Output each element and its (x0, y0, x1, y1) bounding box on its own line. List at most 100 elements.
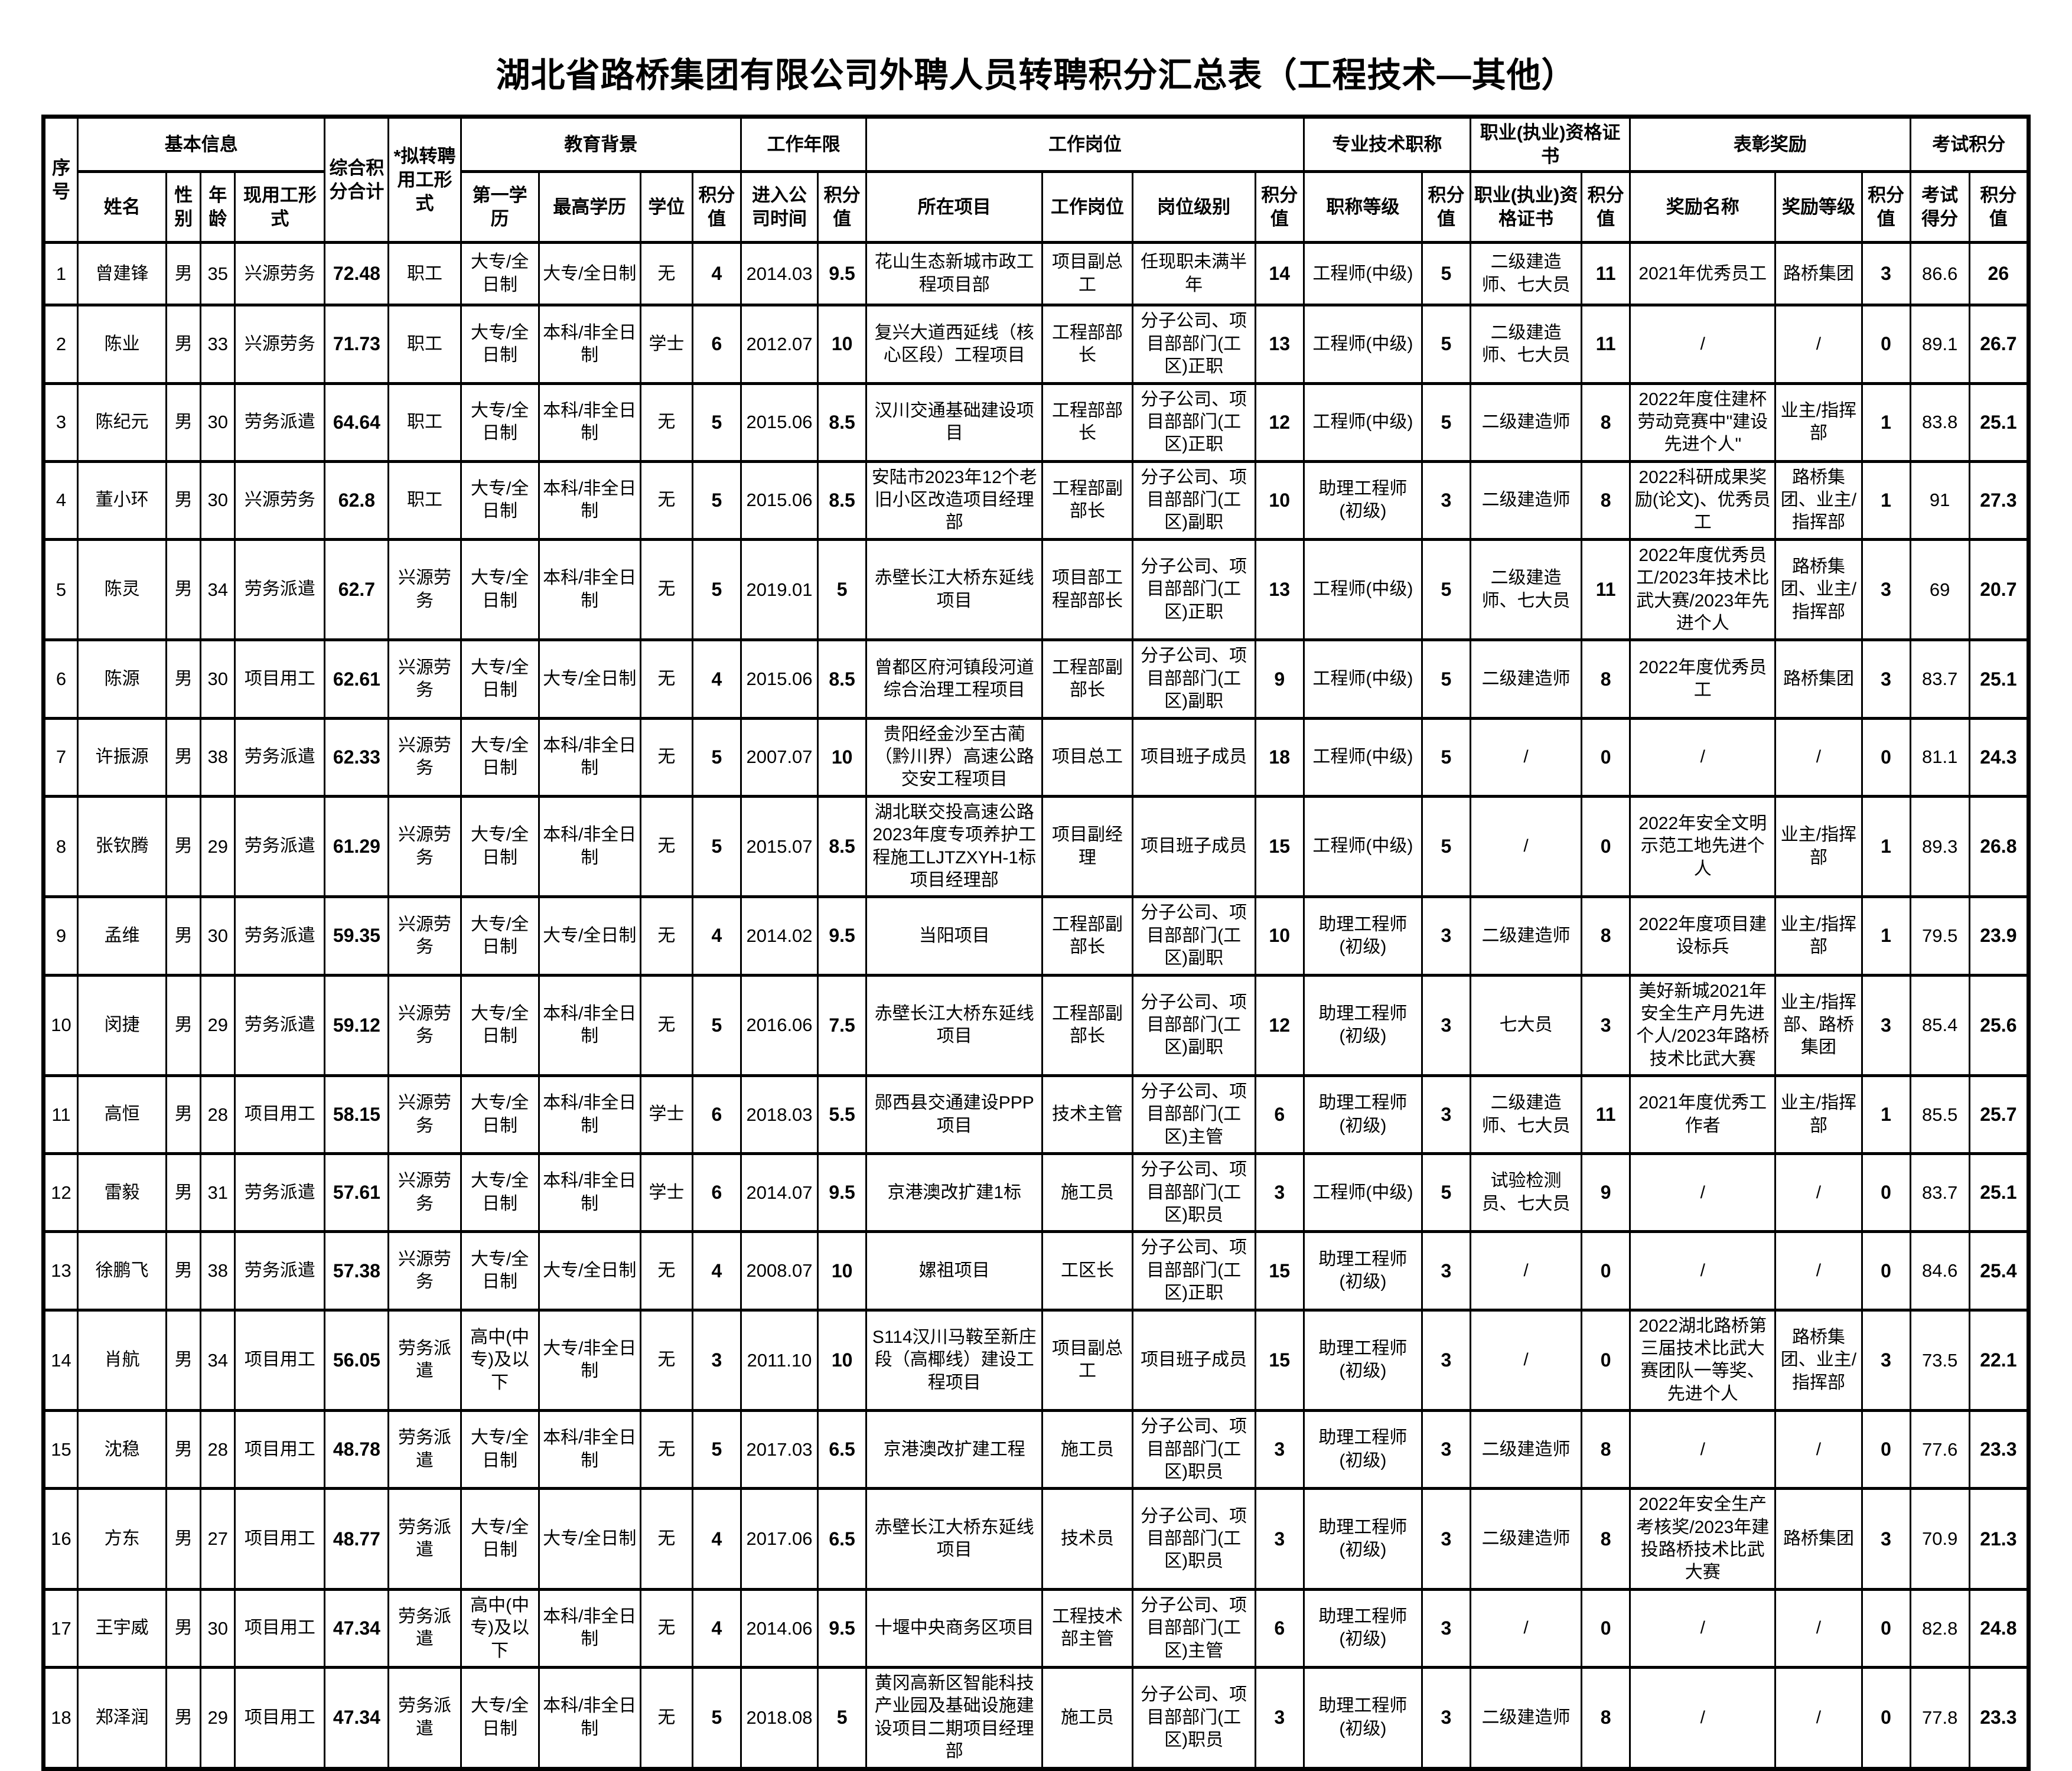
cell-position: 项目副总工 (1041, 1308, 1133, 1413)
cell-academic-degree: 无 (639, 1487, 693, 1591)
cell-edu-score: 4 (691, 241, 742, 307)
cell-tenure-score: 5 (817, 537, 868, 642)
table-row: 1 曾建锋男 35 兴源劳务 72.48 职工 大专/全日制 大专/全日制无 4 2014.03 9… (42, 241, 2030, 307)
cell-edu-score: 4 (691, 1587, 742, 1669)
cell-age: 28 (200, 1074, 236, 1156)
cell-highest-degree: 本科/非全日制 (537, 1409, 641, 1490)
cell-cert-score: 8 (1581, 1666, 1631, 1770)
table-row: 16 方东男 27 项目用工 48.77 劳务派遣 大专/全日制 大专/全日制无 4 2017.0… (42, 1487, 2030, 1591)
cell-exam-score: 89.1 (1909, 304, 1970, 385)
cell-position-score: 13 (1254, 537, 1305, 642)
cell-position-level: 分子公司、项目部部门(工区)副职 (1131, 895, 1256, 977)
cell-join-date: 2011.10 (739, 1308, 819, 1413)
cell-title-score: 3 (1421, 459, 1471, 541)
cell-award-score: 3 (1861, 1487, 1911, 1591)
cell-position: 工区长 (1041, 1230, 1133, 1312)
cell-highest-degree: 大专/全日制 (537, 241, 641, 307)
cell-name: 陈业 (77, 304, 168, 385)
cell-position-level: 分子公司、项目部部门(工区)正职 (1131, 1230, 1256, 1312)
cell-title-level: 助理工程师(初级) (1302, 1666, 1423, 1770)
cell-award-name: 美好新城2021年安全生产月先进个人/2023年路桥技术比武大赛 (1629, 973, 1777, 1078)
cell-edu-score: 5 (691, 381, 742, 463)
cell-serial: 14 (42, 1308, 79, 1413)
cell-certificate: 二级建造师 (1469, 459, 1583, 541)
cell-tenure-score: 10 (817, 716, 868, 798)
cell-exam-points: 27.3 (1968, 459, 2030, 541)
table-header: 序号 基本信息 综合积分合计 *拟转聘用工形式 教育背景 工作年限 工作岗位 专业技术职称 职业… (42, 115, 2030, 244)
cell-age: 28 (200, 1409, 236, 1490)
cell-award-level: / (1774, 1409, 1863, 1490)
cell-position-level: 分子公司、项目部部门(工区)职员 (1131, 1487, 1256, 1591)
cell-academic-degree: 学士 (639, 1152, 693, 1234)
cell-current-employment: 劳务派遣 (234, 973, 326, 1078)
header-col-current-employment: 现用工形式 (234, 170, 326, 244)
cell-proposed-employment: 职工 (387, 459, 462, 541)
cell-certificate: 七大员 (1469, 973, 1583, 1078)
cell-project: 复兴大道西延线（核心区段）工程项目 (865, 304, 1044, 385)
cell-current-employment: 劳务派遣 (234, 1152, 326, 1234)
cell-exam-points: 23.9 (1968, 895, 2030, 977)
cell-serial: 16 (42, 1487, 79, 1591)
cell-highest-degree: 大专/全日制 (537, 895, 641, 977)
cell-certificate: 二级建造师 (1469, 1666, 1583, 1770)
cell-academic-degree: 无 (639, 459, 693, 541)
cell-award-score: 1 (1861, 794, 1911, 899)
cell-name: 陈纪元 (77, 381, 168, 463)
cell-exam-points: 25.7 (1968, 1074, 2030, 1156)
cell-total-score: 62.61 (324, 638, 390, 720)
cell-position: 工程部部长 (1041, 304, 1133, 385)
cell-join-date: 2015.06 (739, 459, 819, 541)
cell-edu-score: 5 (691, 459, 742, 541)
header-col-proposed-employment: *拟转聘用工形式 (387, 115, 462, 244)
cell-join-date: 2014.06 (739, 1587, 819, 1669)
cell-proposed-employment: 劳务派遣 (387, 1487, 462, 1591)
cell-position-level: 分子公司、项目部部门(工区)正职 (1131, 381, 1256, 463)
table-body: 1 曾建锋男 35 兴源劳务 72.48 职工 大专/全日制 大专/全日制无 4 2014.03 9… (42, 241, 2030, 1770)
cell-gender: 男 (165, 241, 202, 307)
cell-position-score: 10 (1254, 459, 1305, 541)
cell-gender: 男 (165, 973, 202, 1078)
cell-exam-score: 83.7 (1909, 638, 1970, 720)
cell-edu-score: 5 (691, 794, 742, 899)
cell-position-score: 12 (1254, 381, 1305, 463)
cell-title-level: 助理工程师(初级) (1302, 1409, 1423, 1490)
cell-project: 花山生态新城市政工程项目部 (865, 241, 1044, 307)
table-row: 3 陈纪元男 30 劳务派遣 64.64 职工 大专/全日制 本科/非全日制无 5 2015.06… (42, 381, 2030, 463)
table-row: 14 肖航男 34 项目用工 56.05 劳务派遣 高中(中专)及以下 大专/非全日制无 3 20… (42, 1308, 2030, 1413)
cell-tenure-score: 6.5 (817, 1409, 868, 1490)
cell-name: 徐鹏飞 (77, 1230, 168, 1312)
cell-highest-degree: 本科/非全日制 (537, 1152, 641, 1234)
cell-project: 当阳项目 (865, 895, 1044, 977)
cell-title-level: 助理工程师(初级) (1302, 1074, 1423, 1156)
cell-exam-points: 26.8 (1968, 794, 2030, 899)
cell-join-date: 2008.07 (739, 1230, 819, 1312)
cell-join-date: 2017.03 (739, 1409, 819, 1490)
cell-award-name: 2022年度优秀员工 (1629, 638, 1777, 720)
cell-proposed-employment: 兴源劳务 (387, 1074, 462, 1156)
header-col-title-score: 积分值 (1421, 170, 1471, 244)
header-group-title: 专业技术职称 (1302, 115, 1471, 174)
cell-academic-degree: 无 (639, 895, 693, 977)
cell-gender: 男 (165, 1152, 202, 1234)
cell-first-degree: 大专/全日制 (460, 794, 540, 899)
table-row: 12 雷毅男 31 劳务派遣 57.61 兴源劳务 大专/全日制 本科/非全日制 学士 6 2014… (42, 1152, 2030, 1234)
cell-award-level: / (1774, 1587, 1863, 1669)
cell-total-score: 72.48 (324, 241, 390, 307)
cell-academic-degree: 无 (639, 1666, 693, 1770)
cell-first-degree: 大专/全日制 (460, 895, 540, 977)
cell-join-date: 2016.06 (739, 973, 819, 1078)
cell-exam-score: 85.4 (1909, 973, 1970, 1078)
cell-serial: 17 (42, 1587, 79, 1669)
cell-cert-score: 8 (1581, 459, 1631, 541)
cell-total-score: 56.05 (324, 1308, 390, 1413)
cell-age: 29 (200, 973, 236, 1078)
cell-position: 项目部工程部部长 (1041, 537, 1133, 642)
cell-award-score: 3 (1861, 537, 1911, 642)
cell-total-score: 59.12 (324, 973, 390, 1078)
header-col-position: 工作岗位 (1041, 170, 1133, 244)
table-row: 13 徐鹏飞男 38 劳务派遣 57.38 兴源劳务 大专/全日制 大专/全日制无 4 2008.… (42, 1230, 2030, 1312)
table-row: 2 陈业男 33 兴源劳务 71.73 职工 大专/全日制 本科/非全日制 学士 6 2012.07… (42, 304, 2030, 385)
cell-exam-points: 26 (1968, 241, 2030, 307)
cell-serial: 2 (42, 304, 79, 385)
cell-title-level: 助理工程师(初级) (1302, 1587, 1423, 1669)
